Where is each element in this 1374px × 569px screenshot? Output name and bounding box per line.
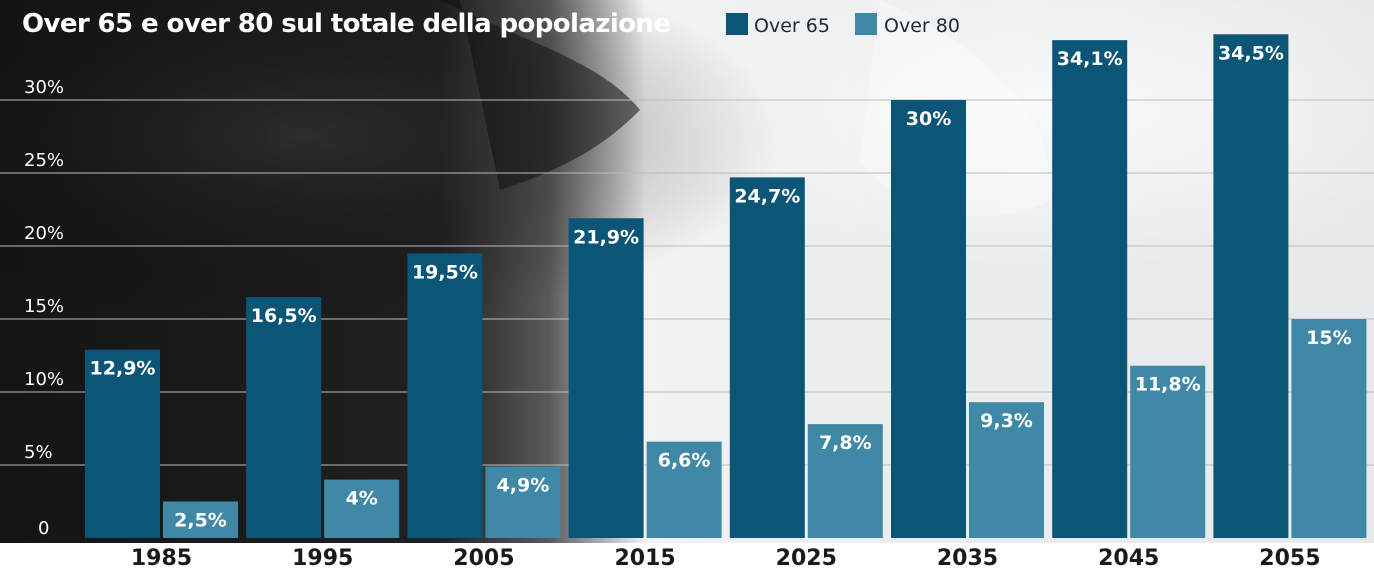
y-axis-ticks: 0 5% 10% 15% 20% 25% 30% xyxy=(24,77,64,539)
y-tick-label: 30% xyxy=(24,77,64,98)
bar-over-65-2045 xyxy=(1052,40,1128,538)
x-tick-label: 2035 xyxy=(937,546,998,569)
data-label: 12,9% xyxy=(90,358,156,380)
data-label: 4% xyxy=(346,488,378,510)
bar-over-65-1995 xyxy=(246,297,322,538)
bar-over-65-2055 xyxy=(1213,34,1289,539)
y-tick-label: 5% xyxy=(24,442,53,463)
x-axis-ticks: 1985 1995 2005 2015 2025 2035 2045 2055 xyxy=(131,546,1321,569)
bar-over-80-2055 xyxy=(1291,319,1367,538)
y-tick-label: 20% xyxy=(24,223,64,244)
y-tick-label: 15% xyxy=(24,296,64,317)
data-label: 9,3% xyxy=(980,410,1033,432)
bar-over-80-2015 xyxy=(646,441,722,538)
data-labels: 12,9% 2,5% 16,5% 4% 19,5% 4,9% 21,9% 6,6% 24,7% 7… xyxy=(90,42,1352,531)
chart-legend: Over 65 Over 80 xyxy=(726,13,960,37)
x-tick-label: 2025 xyxy=(776,546,837,569)
x-tick-label: 2015 xyxy=(614,546,675,569)
bar-over-65-2015 xyxy=(568,218,644,538)
bar-over-80-2025 xyxy=(807,424,883,538)
data-label: 24,7% xyxy=(734,185,800,207)
y-tick-label: 25% xyxy=(24,150,64,171)
data-label: 11,8% xyxy=(1135,374,1201,396)
x-tick-label: 1995 xyxy=(292,546,353,569)
bars xyxy=(85,34,1367,539)
y-tick-label: 10% xyxy=(24,369,64,390)
x-tick-label: 2055 xyxy=(1259,546,1320,569)
data-label: 7,8% xyxy=(819,432,872,454)
bar-over-80-1985 xyxy=(163,501,238,538)
data-label: 19,5% xyxy=(412,261,478,283)
bar-over-80-2045 xyxy=(1130,365,1206,538)
data-label: 34,5% xyxy=(1218,42,1284,64)
data-label: 4,9% xyxy=(497,474,550,496)
bar-over-80-2005 xyxy=(485,466,561,538)
data-label: 2,5% xyxy=(174,510,227,532)
data-label: 15% xyxy=(1306,327,1351,349)
bar-over-65-2025 xyxy=(729,177,805,538)
data-label: 6,6% xyxy=(658,450,711,472)
data-label: 30% xyxy=(906,108,951,130)
bar-over-65-2035 xyxy=(891,100,966,538)
y-tick-label: 0 xyxy=(38,518,49,539)
data-label: 16,5% xyxy=(251,305,317,327)
legend-swatch-over-80 xyxy=(855,13,877,35)
x-tick-label: 1985 xyxy=(131,546,192,569)
bar-over-80-1995 xyxy=(324,479,400,538)
x-tick-label: 2045 xyxy=(1098,546,1159,569)
legend-label-over-80: Over 80 xyxy=(884,15,960,37)
x-tick-label: 2005 xyxy=(453,546,514,569)
chart-title: Over 65 e over 80 sul totale della popol… xyxy=(22,9,670,39)
bar-over-65-1985 xyxy=(85,349,160,538)
legend-label-over-65: Over 65 xyxy=(754,15,830,37)
bar-over-65-2005 xyxy=(407,253,483,539)
bar-over-80-2035 xyxy=(969,402,1044,538)
data-label: 21,9% xyxy=(573,226,639,248)
legend-swatch-over-65 xyxy=(726,13,748,35)
data-label: 34,1% xyxy=(1057,48,1123,70)
